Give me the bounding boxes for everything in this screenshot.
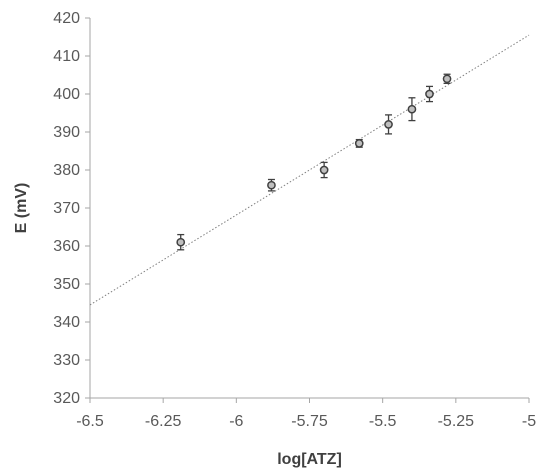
- data-point: [384, 120, 393, 129]
- y-tick-label: 380: [53, 162, 80, 179]
- y-tick-labels: 320 330 340 350 360 370 380 390 400 410 420: [53, 10, 90, 407]
- x-tick-label: -6.25: [145, 413, 182, 430]
- y-tick-label: 320: [53, 390, 80, 407]
- data-point: [267, 180, 276, 190]
- y-tick-label: 340: [53, 314, 80, 331]
- data-point: [442, 74, 452, 84]
- x-tick-label: -5.5: [369, 413, 397, 430]
- data-points: [176, 74, 452, 247]
- data-point: [425, 89, 434, 99]
- x-tick-label: -6: [229, 413, 243, 430]
- x-tick-labels: -6.5 -6.25 -6 -5.75 -5.5 -5.25 -5: [76, 398, 536, 430]
- x-tick-label: -5.25: [438, 413, 475, 430]
- y-tick-label: 420: [53, 10, 80, 27]
- data-point: [407, 104, 417, 114]
- y-tick-label: 360: [53, 238, 80, 255]
- x-tick-label: -5.75: [291, 413, 328, 430]
- data-point: [354, 139, 364, 148]
- data-point: [319, 165, 329, 175]
- error-bars: [177, 73, 451, 251]
- x-axis-title: log[ATZ]: [277, 451, 342, 468]
- x-tick-label: -6.5: [76, 413, 104, 430]
- data-point: [176, 237, 186, 247]
- y-tick-label: 330: [53, 352, 80, 369]
- y-tick-label: 410: [53, 48, 80, 65]
- y-tick-label: 370: [53, 200, 80, 217]
- y-tick-label: 400: [53, 86, 80, 103]
- y-tick-label: 390: [53, 124, 80, 141]
- trendline: [89, 34, 530, 306]
- y-tick-label: 350: [53, 276, 80, 293]
- x-tick-label: -5: [522, 413, 536, 430]
- y-axis-title: E (mV): [13, 183, 30, 234]
